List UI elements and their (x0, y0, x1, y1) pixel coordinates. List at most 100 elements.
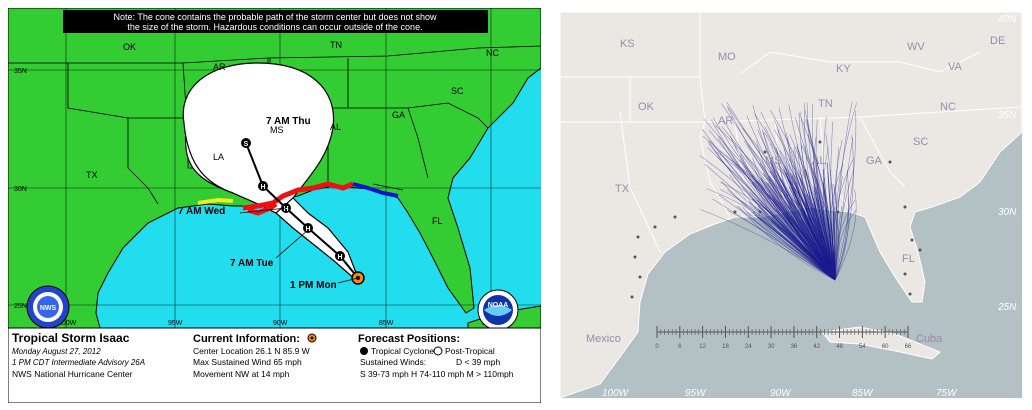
ensemble-track (834, 184, 838, 281)
max-sustained-wind: Max Sustained Wind 65 mph (193, 357, 302, 367)
tropical-cyclone-label: Tropical Cyclone (371, 346, 434, 356)
forecast-point-4-marker: H (260, 184, 265, 191)
r-state-label-de: DE (990, 35, 1005, 47)
ensemble-track (700, 209, 836, 281)
ensemble-track (721, 181, 836, 281)
ensemble-track (751, 182, 836, 281)
label-1pm-mon: 1 PM Mon (290, 280, 337, 291)
lat-label-30: 30N (14, 186, 27, 193)
state-label-sc: SC (451, 86, 464, 96)
scale-bar: 0 6 12 18 24 30 36 42 48 54 60 66 (655, 326, 912, 350)
ensemble-track (791, 173, 836, 281)
r-lat-label-25: 25N (997, 302, 1017, 313)
r-state-label-ky: KY (836, 63, 851, 75)
tropical-cyclone-legend-icon (360, 347, 368, 355)
ensemble-track (833, 184, 839, 281)
forecast-point-1: H (335, 251, 345, 261)
r-state-label-ga: GA (866, 155, 883, 167)
r-lat-label-35: 35N (998, 110, 1017, 121)
ensemble-track (808, 191, 836, 281)
r-lon-label-90: 90W (770, 388, 792, 398)
state-label-tn: TN (330, 40, 342, 50)
scale-tick-label: 30 (768, 344, 775, 350)
scale-tick-label: 6 (678, 344, 682, 350)
note-line-2: the size of the storm. Hazardous conditi… (127, 22, 422, 32)
scale-tick-label: 66 (905, 344, 912, 350)
ensemble-tracks (699, 102, 857, 281)
ensemble-track (727, 210, 836, 281)
ensemble-track (804, 168, 836, 281)
scale-tick-label: 42 (813, 344, 820, 350)
forecast-point-3-marker: H (283, 206, 288, 213)
info-panel-content: Tropical Storm Isaac Monday August 27, 2… (12, 331, 514, 379)
ensemble-track (757, 216, 836, 281)
forecast-point-2-marker: H (305, 226, 310, 233)
post-tropical-label: Post-Tropical (445, 346, 495, 356)
r-state-label-ar: AR (718, 115, 733, 127)
state-label-la: LA (213, 152, 224, 162)
forecast-cone-top (182, 62, 335, 214)
label-7am-wed: 7 AM Wed (178, 206, 225, 217)
nws-logo-text: NWS (40, 305, 57, 312)
ensemble-track (834, 189, 857, 281)
label-7am-thu: 7 AM Thu (266, 116, 311, 127)
r-state-label-ks: KS (620, 38, 635, 50)
state-label-ar: AR (213, 62, 226, 72)
post-tropical-legend-icon (433, 346, 443, 356)
r-state-label-mo: MO (718, 51, 736, 63)
ensemble-track (834, 135, 854, 281)
noaa-logo: NOAA (477, 289, 519, 331)
ensemble-track (718, 194, 836, 281)
r-state-label-al: AL (812, 155, 825, 167)
scale-tick-label: 24 (745, 344, 752, 350)
ensemble-track (799, 170, 836, 281)
ensemble-track (756, 199, 836, 281)
forecast-point-5-marker: S (244, 141, 249, 148)
forecast-positions-title: Forecast Positions: (358, 333, 460, 345)
advisory-date: Monday August 27, 2012 (12, 347, 101, 356)
legend-d: D < 39 mph (456, 357, 500, 367)
ensemble-track (834, 196, 850, 281)
ensemble-track (787, 201, 836, 281)
ensemble-track (825, 214, 836, 281)
city-markers (630, 140, 922, 299)
ensemble-track (801, 218, 836, 281)
ensemble-track (755, 140, 836, 281)
center-location: Center Location 26.1 N 85.9 W (193, 346, 310, 356)
scale-tick-label: 54 (859, 344, 866, 350)
state-label-nc: NC (486, 48, 499, 58)
label-7am-tue: 7 AM Tue (230, 258, 274, 269)
ensemble-track-map: KS MO KY WV DE VA OK AR TN NC MS AL GA S… (560, 12, 1022, 398)
state-label-tx: TX (86, 170, 98, 180)
ensemble-track (833, 102, 857, 281)
r-state-label-tx: TX (615, 183, 630, 195)
tropical-storm-warning (352, 182, 399, 198)
r-lat-label-40: 40N (998, 14, 1017, 25)
sustained-winds-label: Sustained Winds: (360, 357, 426, 367)
ensemble-track (834, 168, 855, 281)
scale-tick-label: 60 (882, 344, 889, 350)
lon-label-90: 90W (273, 320, 288, 327)
storm-name: Tropical Storm Isaac (12, 331, 130, 345)
ensemble-track (806, 202, 836, 281)
forecast-time-labels: 7 AM Thu 7 AM Wed 7 AM Tue 1 PM Mon (178, 116, 337, 291)
ensemble-track (834, 102, 853, 281)
r-lon-label-100: 100W (602, 388, 630, 398)
ensemble-track (738, 206, 836, 281)
r-lon-label-95: 95W (685, 388, 707, 398)
note-banner (63, 10, 488, 33)
ensemble-track (707, 147, 836, 281)
right-state-borders (560, 12, 1022, 253)
ensemble-track (826, 162, 836, 281)
ensemble-track (746, 211, 836, 281)
ensemble-track (699, 155, 836, 281)
r-country-label-cuba: Cuba (916, 333, 943, 345)
legend-s-h-m: S 39-73 mph H 74-110 mph M > 110mph (360, 369, 514, 379)
lon-label-95: 95W (168, 320, 183, 327)
watch-area (197, 197, 234, 205)
ensemble-track (831, 183, 836, 281)
movement: Movement NW at 14 mph (193, 369, 290, 379)
ensemble-track (771, 221, 836, 281)
scale-tick-label: 18 (722, 344, 729, 350)
r-state-label-wv: WV (907, 41, 925, 53)
